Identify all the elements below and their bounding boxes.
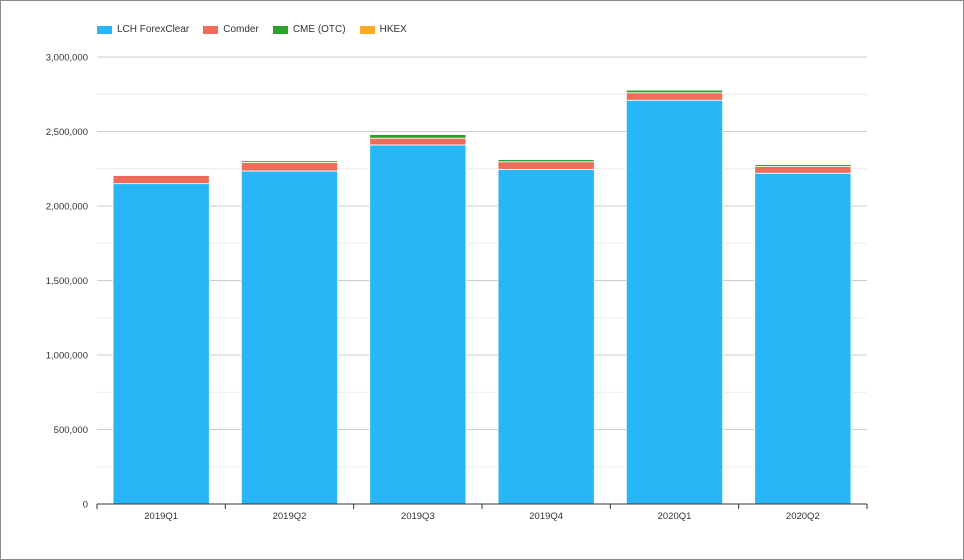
x-tick-label: 2019Q1 [144,511,178,522]
bar-segment-lch-forexclear-2019q1[interactable] [112,183,210,505]
bar-segment-cme-otc-2019q3[interactable] [369,134,467,139]
legend-swatch-lch-forexclear [97,25,112,34]
bar-segment-lch-forexclear-2020q2[interactable] [754,172,852,505]
y-tick-label: 500,000 [54,425,88,436]
legend-item-hkex[interactable]: HKEX [359,24,407,35]
bar-segment-comder-2020q1[interactable] [625,92,724,101]
legend-label-comder: Comder [223,24,259,35]
x-tick-label: 2019Q4 [529,511,563,522]
x-axis-tick-marks [96,504,868,509]
bar-segment-comder-2019q3[interactable] [369,137,467,146]
legend-label-lch-forexclear: LCH ForexClear [117,24,190,35]
bar-segment-comder-2019q4[interactable] [497,161,595,170]
y-tick-label: 1,000,000 [46,351,88,362]
y-axis-tick-labels: 0 500,000 1,000,000 1,500,000 2,000,000 2,500… [46,53,88,511]
legend: LCH ForexClear Comder CME (OTC) HKEX [97,24,421,35]
x-tick-label: 2020Q2 [786,511,820,522]
bar-segment-lch-forexclear-2019q2[interactable] [240,170,339,505]
legend-item-comder[interactable]: Comder [203,24,259,35]
x-axis-tick-labels: 2019Q1 2019Q2 2019Q3 2019Q4 2020Q1 2020Q2 [144,511,819,522]
legend-swatch-cme-otc [272,25,288,34]
bar-segment-lch-forexclear-2019q4[interactable] [497,169,595,505]
bar-segment-comder-2019q2[interactable] [240,162,339,172]
y-tick-label: 2,000,000 [46,202,88,213]
legend-swatch-hkex [359,25,375,34]
y-tick-label: 3,000,000 [46,53,88,64]
x-tick-label: 2019Q3 [401,511,435,522]
bar-segment-lch-forexclear-2019q3[interactable] [369,144,467,505]
legend-item-lch-forexclear[interactable]: LCH ForexClear [97,24,189,35]
legend-item-cme-otc[interactable]: CME (OTC) [272,24,346,35]
legend-label-cme-otc: CME (OTC) [292,24,346,35]
bar-segment-lch-forexclear-2020q1[interactable] [625,99,724,505]
y-tick-label: 0 [83,500,88,511]
bar-segment-comder-2020q2[interactable] [754,166,852,174]
legend-swatch-comder [203,25,219,34]
y-tick-label: 1,500,000 [46,276,88,287]
x-tick-label: 2019Q2 [273,511,307,522]
bar-segment-cme-otc-2020q1[interactable] [625,89,724,94]
bars [112,89,852,505]
gridlines [97,56,867,468]
x-tick-label: 2020Q1 [658,511,692,522]
y-tick-label: 2,500,000 [46,127,88,138]
bar-segment-comder-2019q1[interactable] [112,175,210,185]
legend-label-hkex: HKEX [379,24,407,35]
